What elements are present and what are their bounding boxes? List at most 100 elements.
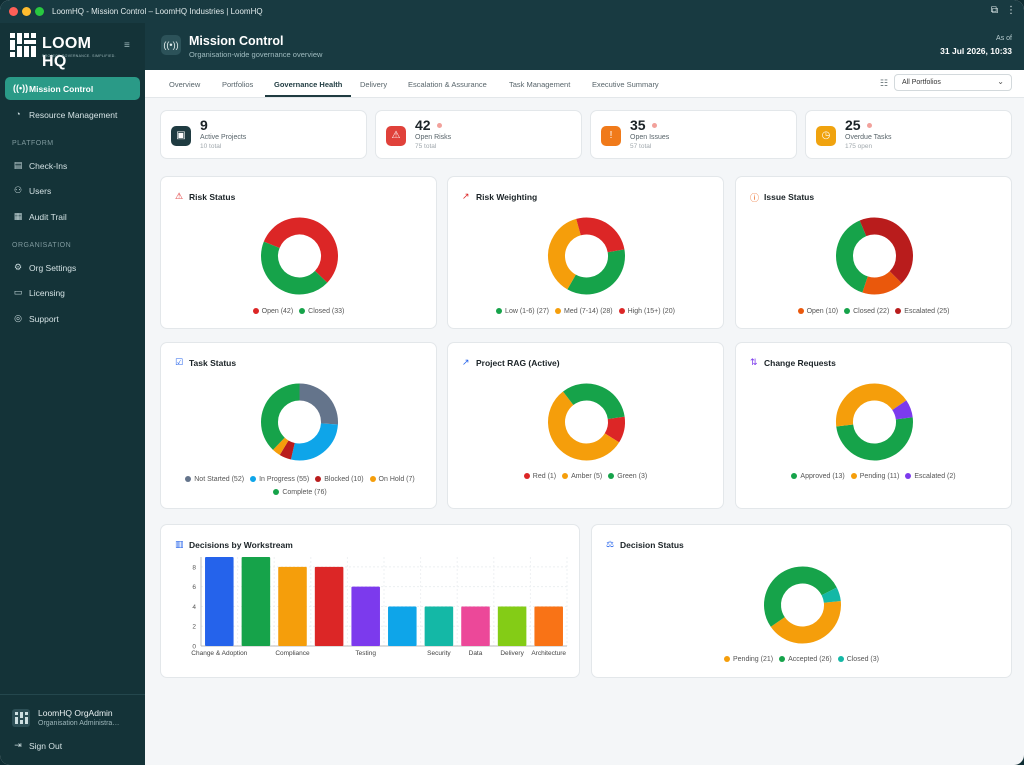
legend-item[interactable]: Blocked (10) [315, 473, 364, 486]
bar[interactable] [424, 606, 454, 646]
bar[interactable] [388, 606, 417, 646]
legend-label: Closed (33) [308, 308, 345, 315]
alert-dot [652, 123, 657, 128]
legend-item[interactable]: Closed (22) [844, 308, 889, 315]
legend-item[interactable]: On Hold (7) [369, 473, 415, 486]
donut-slice[interactable] [836, 383, 913, 461]
donut-chart [832, 214, 917, 299]
legend-item[interactable]: Pending (11) [850, 473, 899, 480]
legend-item[interactable]: Escalated (2) [905, 473, 956, 480]
bar[interactable] [534, 606, 563, 646]
user-name: LoomHQ OrgAdmin [38, 708, 113, 718]
bar[interactable] [278, 566, 307, 646]
legend-item[interactable]: Med (7-14) (28) [555, 308, 613, 315]
legend-item[interactable]: Closed (3) [837, 656, 879, 663]
x-tick-label: Security [427, 650, 451, 657]
donut-slice[interactable] [836, 383, 913, 461]
filter-icon[interactable]: ☷ [879, 78, 888, 88]
legend-label: In Progress (55) [259, 476, 310, 483]
info-circle-icon: ⓘ [750, 193, 760, 203]
bar[interactable] [351, 586, 380, 646]
user-profile[interactable]: LoomHQ OrgAdmin Organisation Administra… [12, 706, 137, 736]
donut-slice[interactable] [764, 566, 841, 644]
maximize-window-button[interactable] [35, 7, 44, 16]
donut-slice[interactable] [832, 214, 917, 299]
donut-slice[interactable] [548, 217, 625, 295]
legend-swatch [608, 473, 615, 479]
legend-item[interactable]: Open (42) [252, 308, 293, 315]
tab-portfolios[interactable]: Portfolios [222, 80, 254, 89]
legend-item[interactable]: Low (1-6) (27) [496, 308, 549, 315]
donut-slice[interactable] [832, 214, 917, 299]
x-tick-label: Change & Adoption [191, 650, 247, 657]
bar[interactable] [314, 566, 344, 646]
stat-card-open-risks[interactable]: ⚠ 42 Open Risks 75 total [375, 110, 582, 159]
legend-swatch [273, 489, 280, 495]
chart-title: Change Requests [764, 358, 836, 368]
sidebar-item-check-ins[interactable]: ▤ Check-Ins [5, 154, 140, 177]
legend-item[interactable]: Amber (5) [562, 473, 602, 480]
legend-item[interactable]: Not Started (52) [185, 473, 244, 486]
more-menu-icon[interactable]: ⋮ [1006, 5, 1016, 16]
x-tick-label: Compliance [275, 650, 310, 657]
legend-item[interactable]: Complete (76) [273, 486, 327, 499]
tab-governance-health[interactable]: Governance Health [274, 80, 343, 89]
tab-executive-summary[interactable]: Executive Summary [592, 80, 659, 89]
legend-item[interactable]: In Progress (55) [250, 473, 309, 486]
legend-item[interactable]: Green (3) [608, 473, 647, 480]
legend-label: On Hold (7) [378, 476, 415, 483]
bar[interactable] [205, 557, 234, 646]
legend-item[interactable]: Open (10) [797, 308, 838, 315]
legend-item[interactable]: Pending (21) [724, 656, 773, 663]
y-tick-label: 0 [192, 644, 196, 651]
tab-escalation-assurance[interactable]: Escalation & Assurance [408, 80, 487, 89]
sidebar-item-mission-control[interactable]: ((•)) Mission Control [5, 77, 140, 100]
sidebar-item-users[interactable]: ⚇ Users [5, 179, 140, 202]
sign-out-button[interactable]: ⇥ Sign Out [5, 734, 140, 757]
x-tick-label: Architecture [531, 650, 566, 657]
donut-slice[interactable] [548, 383, 625, 461]
legend-label: Closed (22) [853, 308, 890, 315]
logo[interactable]: LOOM HQ PROJECT GOVERNANCE. SIMPLIFIED. [10, 33, 120, 70]
stat-subtext: 175 open [845, 143, 873, 150]
chart-legend: Open (10) Closed (22) Escalated (25) [736, 308, 1011, 315]
bar-chart: 0 2 4 6 8 Change & Adoption Compliance Testing S… [191, 557, 568, 657]
page-title: Mission Control [189, 34, 284, 48]
audit-icon: ▦ [13, 211, 23, 221]
bar[interactable] [241, 557, 271, 646]
portfolio-select[interactable]: All Portfolios ⌄ [894, 74, 1012, 91]
donut-slice[interactable] [261, 383, 338, 461]
tab-task-management[interactable]: Task Management [509, 80, 571, 89]
legend-label: Escalated (25) [904, 308, 950, 315]
sidebar-item-support[interactable]: ◎ Support [5, 307, 140, 330]
legend-item[interactable]: Closed (33) [299, 308, 344, 315]
minimize-window-button[interactable] [22, 7, 31, 16]
close-window-button[interactable] [9, 7, 18, 16]
donut-slice[interactable] [548, 383, 625, 461]
donut-slice[interactable] [261, 383, 338, 461]
bar[interactable] [461, 606, 490, 646]
sidebar-item-org-settings[interactable]: ⚙ Org Settings [5, 256, 140, 279]
donut-slice[interactable] [764, 566, 841, 644]
tab-delivery[interactable]: Delivery [360, 80, 388, 89]
sidebar-item-audit-trail[interactable]: ▦ Audit Trail [5, 205, 140, 228]
legend-item[interactable]: Escalated (25) [895, 308, 949, 315]
bar[interactable] [497, 606, 527, 646]
legend-item[interactable]: Accepted (26) [779, 656, 832, 663]
sidebar-item-licensing[interactable]: ▭ Licensing [5, 281, 140, 304]
stat-card-active-projects[interactable]: ▣ 9 Active Projects 10 total [160, 110, 367, 159]
sidebar-item-resource-management[interactable]: ◔ Resource Management [5, 103, 140, 126]
stat-card-open-issues[interactable]: ! 35 Open Issues 57 total [590, 110, 797, 159]
legend-item[interactable]: Red (1) [523, 473, 556, 480]
tab-overview[interactable]: Overview [169, 80, 201, 89]
chart-title: Task Status [189, 358, 237, 368]
collapse-menu-icon[interactable]: ≡ [124, 40, 130, 51]
legend-item[interactable]: Approved (13) [791, 473, 845, 480]
stat-card-overdue-tasks[interactable]: ◷ 25 Overdue Tasks 175 open [805, 110, 1012, 159]
stat-subtext: 10 total [200, 143, 222, 150]
donut-slice[interactable] [548, 217, 625, 295]
donut-slice[interactable] [260, 217, 338, 295]
sidebar-item-label: Check-Ins [29, 161, 68, 171]
extensions-icon[interactable]: ⧉ [990, 5, 998, 16]
legend-item[interactable]: High (15+) (20) [618, 308, 675, 315]
